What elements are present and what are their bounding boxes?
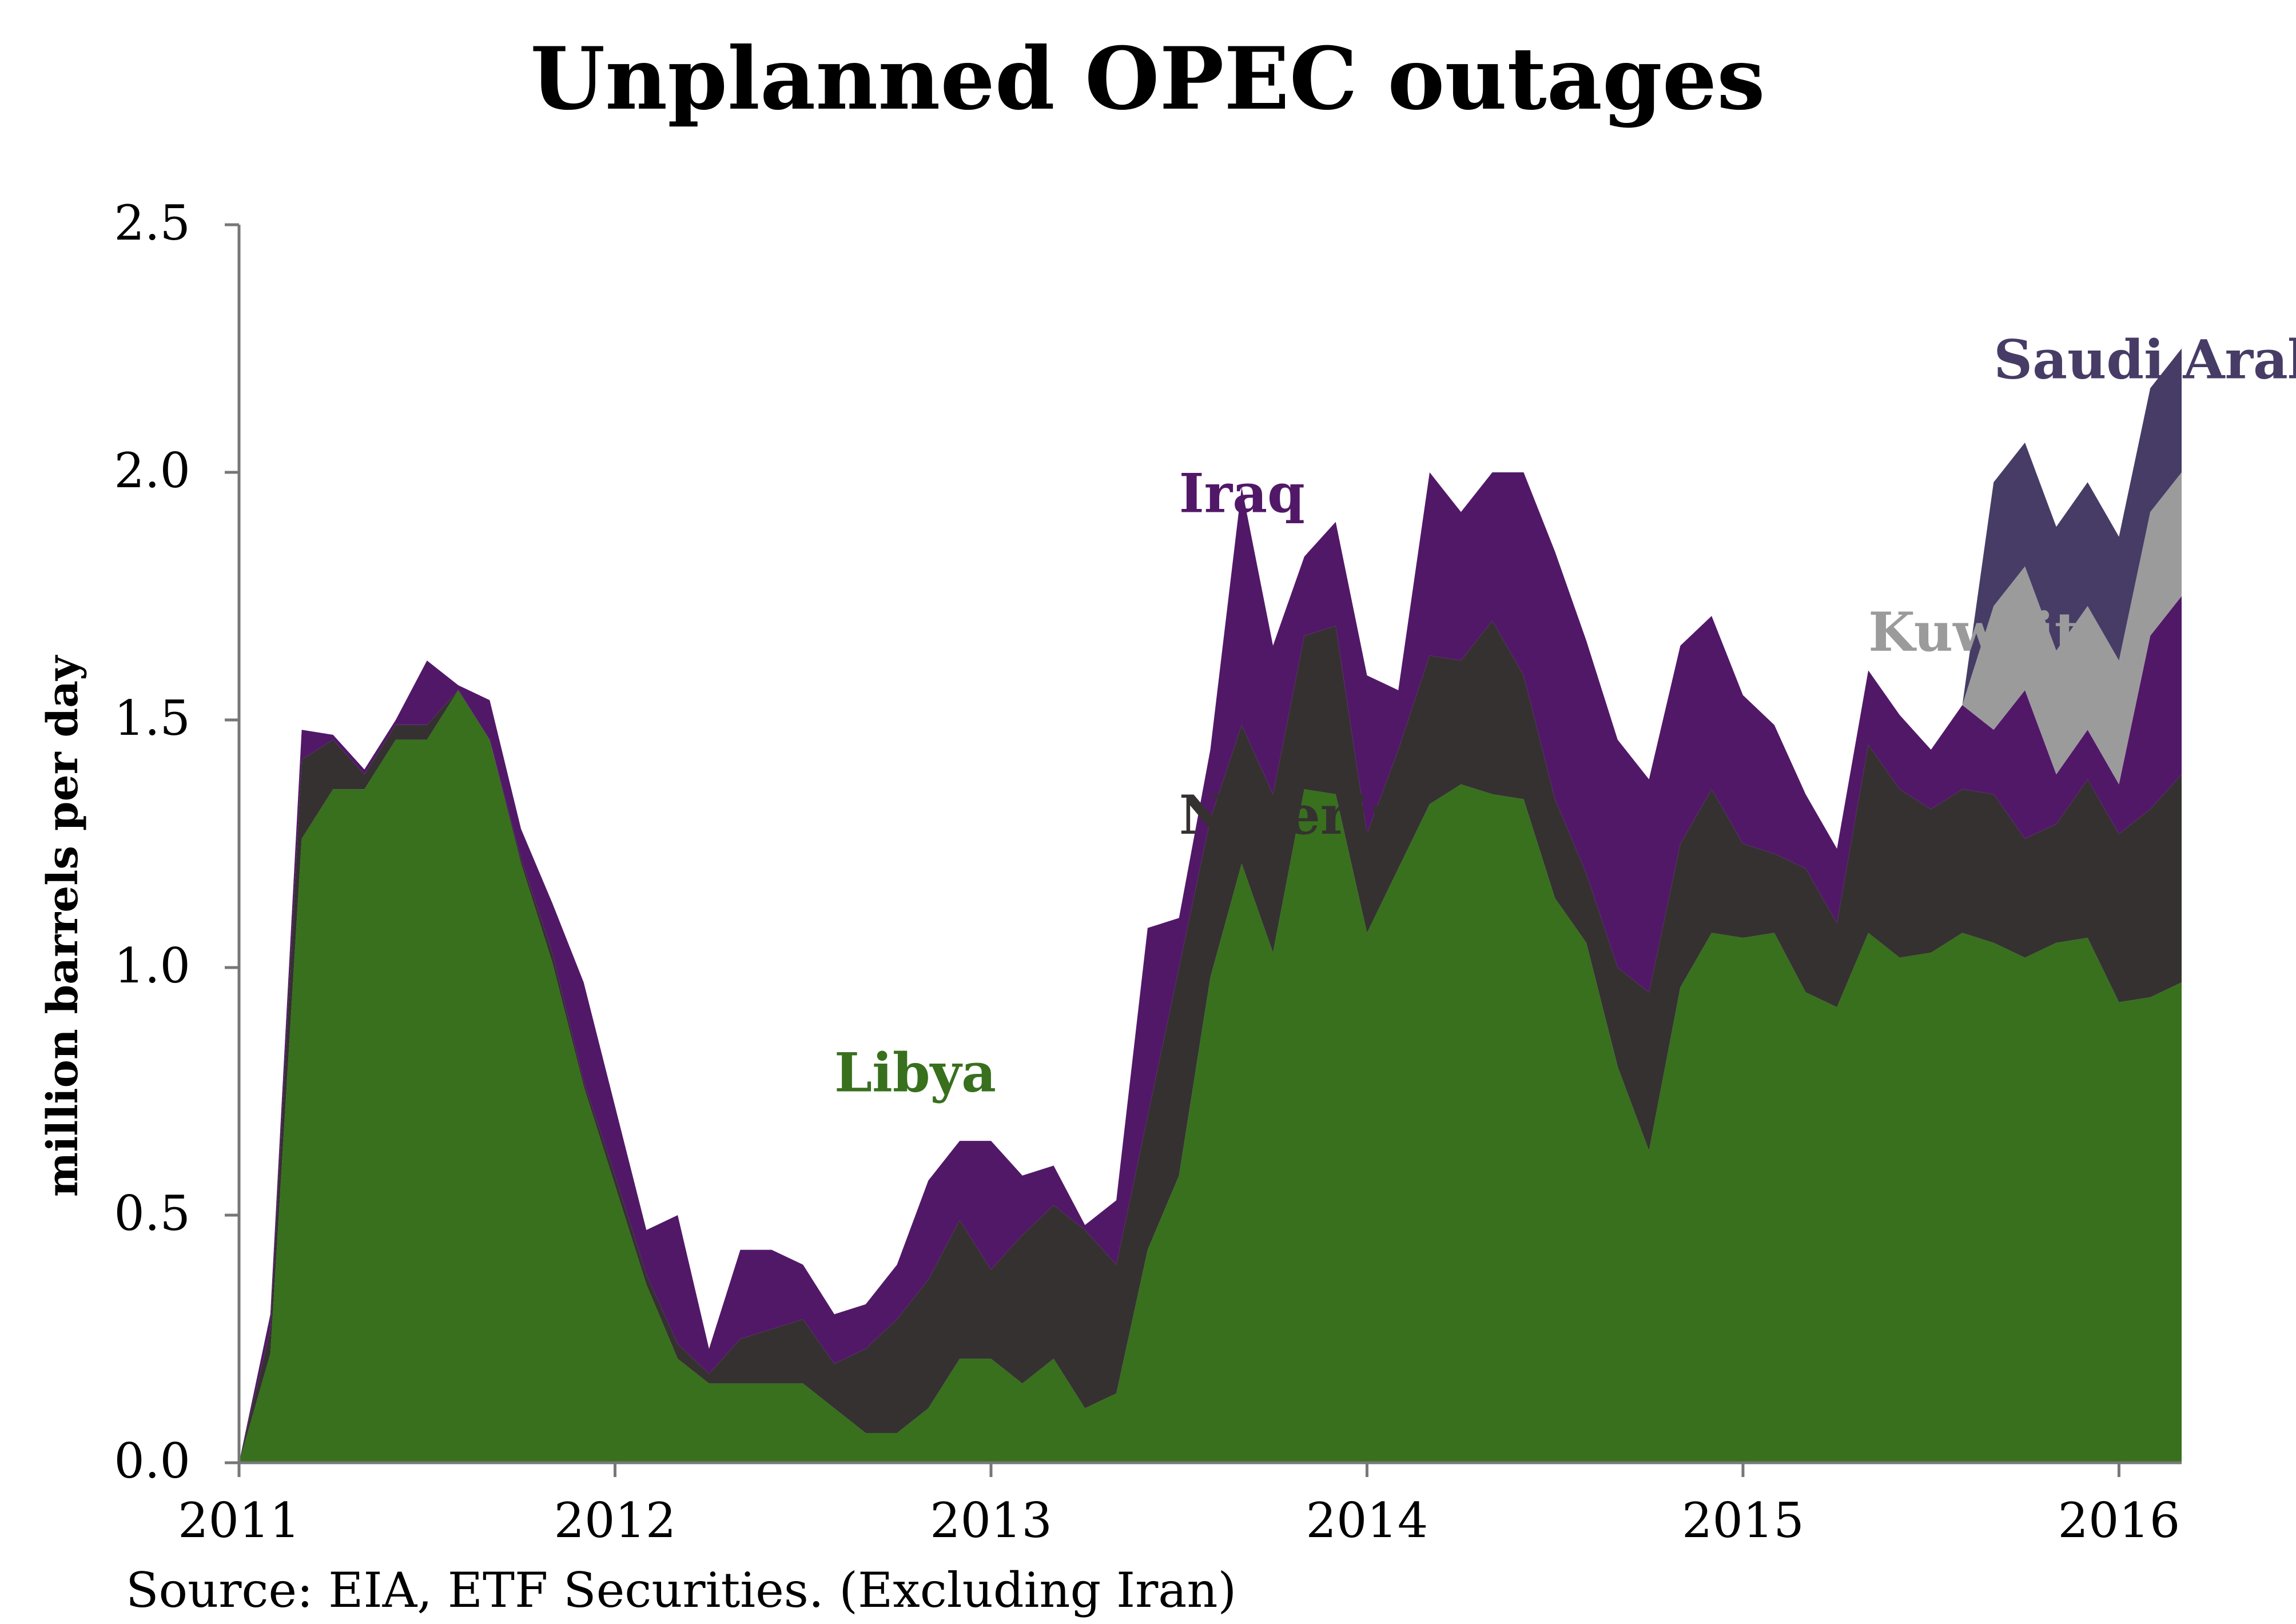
- series-label-libya: Libya: [834, 1042, 996, 1105]
- axes: 0.0 0.5 1.0 1.5 2.0 2.5 2011 2012 2013 2014 2015 20…: [114, 195, 2182, 1549]
- stacked-areas: [239, 348, 2182, 1463]
- y-tick-label: 0.0: [114, 1433, 190, 1489]
- series-label-kuwait: Kuwait: [1868, 601, 2079, 664]
- y-axis-label: million barrels per day: [38, 655, 87, 1197]
- area-nigeria: [239, 620, 2182, 1463]
- x-tick-label: 2016: [2058, 1492, 2180, 1549]
- series-label-saudi-arabia: Saudi Arabia: [1993, 328, 2296, 391]
- x-tick-label: 2013: [930, 1492, 1052, 1549]
- series-label-iraq: Iraq: [1179, 462, 1305, 525]
- y-tick-label: 1.0: [114, 938, 190, 994]
- y-tick-label: 2.0: [114, 443, 190, 499]
- y-tick-label: 0.5: [114, 1185, 190, 1241]
- y-tick-label: 2.5: [114, 195, 190, 251]
- series-labels: Libya Nigeria Iraq Kuwait Saudi Arabia: [834, 328, 2296, 1104]
- series-label-nigeria: Nigeria: [1179, 784, 1404, 847]
- x-tick-label: 2012: [554, 1492, 677, 1549]
- x-tick-label: 2011: [178, 1492, 300, 1549]
- x-tick-label: 2015: [1682, 1492, 1804, 1549]
- source-note: Source: EIA, ETF Securities. (Excluding …: [126, 1562, 1236, 1618]
- x-tick-label: 2014: [1306, 1492, 1428, 1549]
- chart-title: Unplanned OPEC outages: [530, 29, 1765, 129]
- area-iraq: [239, 472, 2182, 1463]
- area-libya: [239, 690, 2182, 1463]
- y-tick-label: 1.5: [114, 690, 190, 746]
